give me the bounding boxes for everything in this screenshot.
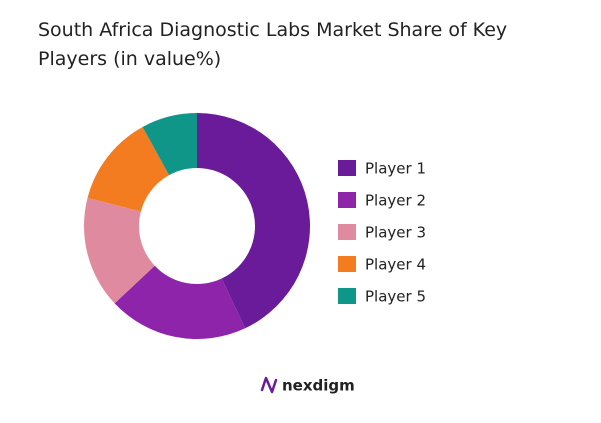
legend-label: Player 2 xyxy=(365,192,426,210)
legend-swatch xyxy=(338,160,356,176)
donut-slice xyxy=(142,113,197,176)
legend-label: Player 1 xyxy=(365,160,426,178)
legend-swatch xyxy=(338,192,356,208)
legend-label: Player 3 xyxy=(365,224,426,242)
brand-logo xyxy=(260,376,278,394)
legend-swatch xyxy=(338,224,356,240)
chart-title: South Africa Diagnostic Labs Market Shar… xyxy=(38,19,508,70)
donut-slice xyxy=(87,126,170,212)
legend-swatch xyxy=(338,256,356,272)
brand-name: nexdigm xyxy=(282,377,355,395)
legend-label: Player 4 xyxy=(365,256,426,274)
legend-label: Player 5 xyxy=(365,288,426,306)
donut-slice xyxy=(197,113,310,329)
donut-slice xyxy=(84,197,155,304)
legend-swatch xyxy=(338,288,356,304)
donut-slice xyxy=(114,265,246,339)
